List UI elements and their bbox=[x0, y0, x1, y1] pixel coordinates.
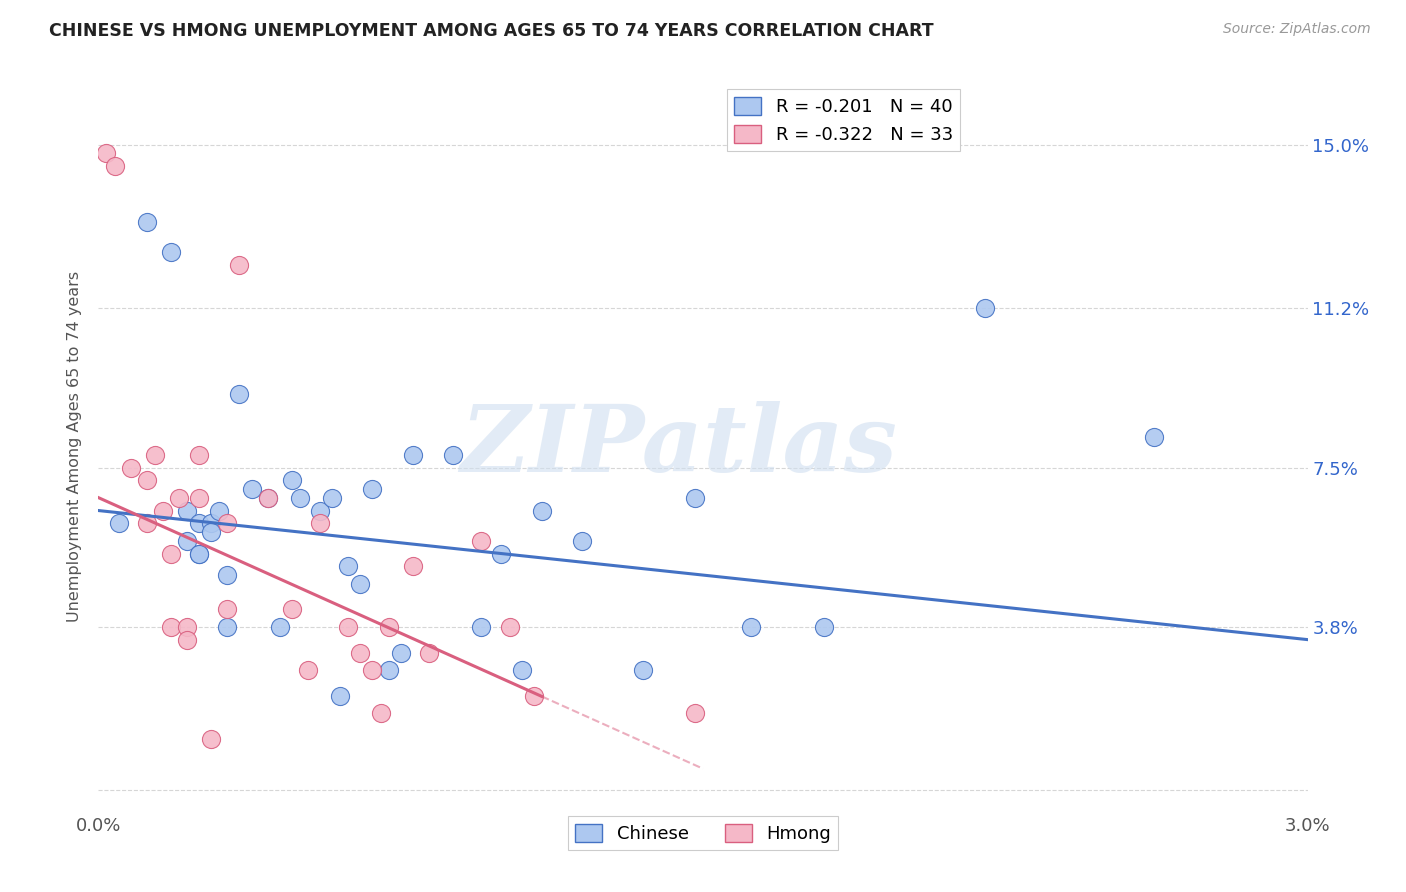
Chinese bbox=[329, 689, 352, 703]
Hmong bbox=[217, 516, 239, 531]
Chinese bbox=[631, 663, 654, 677]
Chinese bbox=[188, 547, 211, 561]
Y-axis label: Unemployment Among Ages 65 to 74 years: Unemployment Among Ages 65 to 74 years bbox=[67, 270, 83, 622]
Text: Source: ZipAtlas.com: Source: ZipAtlas.com bbox=[1223, 22, 1371, 37]
Chinese bbox=[740, 620, 762, 634]
Text: CHINESE VS HMONG UNEMPLOYMENT AMONG AGES 65 TO 74 YEARS CORRELATION CHART: CHINESE VS HMONG UNEMPLOYMENT AMONG AGES… bbox=[49, 22, 934, 40]
Hmong bbox=[297, 663, 319, 677]
Hmong bbox=[683, 706, 706, 720]
Chinese bbox=[217, 568, 239, 582]
Chinese bbox=[309, 503, 332, 517]
Chinese bbox=[256, 491, 278, 505]
Legend: Chinese, Hmong: Chinese, Hmong bbox=[568, 816, 838, 850]
Hmong bbox=[217, 602, 239, 616]
Chinese bbox=[288, 491, 311, 505]
Hmong bbox=[377, 620, 399, 634]
Chinese bbox=[510, 663, 533, 677]
Hmong bbox=[135, 474, 157, 488]
Hmong bbox=[120, 460, 142, 475]
Chinese bbox=[200, 524, 222, 539]
Chinese bbox=[974, 301, 997, 316]
Chinese bbox=[683, 491, 706, 505]
Hmong bbox=[281, 602, 304, 616]
Hmong bbox=[103, 159, 125, 173]
Hmong bbox=[188, 491, 211, 505]
Chinese bbox=[321, 491, 343, 505]
Hmong bbox=[96, 146, 118, 161]
Chinese bbox=[571, 533, 593, 548]
Hmong bbox=[402, 559, 425, 574]
Hmong bbox=[152, 503, 174, 517]
Chinese bbox=[208, 503, 231, 517]
Hmong bbox=[470, 533, 492, 548]
Chinese bbox=[188, 547, 211, 561]
Hmong bbox=[200, 731, 222, 746]
Hmong bbox=[176, 620, 198, 634]
Hmong bbox=[256, 491, 278, 505]
Chinese bbox=[107, 516, 129, 531]
Chinese bbox=[240, 482, 263, 496]
Chinese bbox=[441, 448, 464, 462]
Chinese bbox=[188, 516, 211, 531]
Chinese bbox=[176, 533, 198, 548]
Hmong bbox=[167, 491, 190, 505]
Text: ZIPatlas: ZIPatlas bbox=[460, 401, 897, 491]
Chinese bbox=[361, 482, 384, 496]
Chinese bbox=[281, 474, 304, 488]
Chinese bbox=[135, 215, 157, 229]
Chinese bbox=[349, 576, 371, 591]
Hmong bbox=[370, 706, 392, 720]
Chinese bbox=[176, 503, 198, 517]
Hmong bbox=[160, 547, 183, 561]
Chinese bbox=[402, 448, 425, 462]
Hmong bbox=[337, 620, 360, 634]
Hmong bbox=[160, 620, 183, 634]
Hmong bbox=[349, 646, 371, 660]
Chinese bbox=[200, 516, 222, 531]
Hmong bbox=[176, 632, 198, 647]
Hmong bbox=[418, 646, 440, 660]
Chinese bbox=[217, 620, 239, 634]
Chinese bbox=[470, 620, 492, 634]
Hmong bbox=[498, 620, 520, 634]
Hmong bbox=[228, 258, 250, 272]
Chinese bbox=[530, 503, 553, 517]
Chinese bbox=[1143, 430, 1166, 444]
Chinese bbox=[813, 620, 835, 634]
Chinese bbox=[228, 387, 250, 401]
Hmong bbox=[188, 448, 211, 462]
Chinese bbox=[389, 646, 412, 660]
Chinese bbox=[160, 245, 183, 260]
Hmong bbox=[361, 663, 384, 677]
Chinese bbox=[491, 547, 513, 561]
Hmong bbox=[523, 689, 546, 703]
Hmong bbox=[143, 448, 166, 462]
Chinese bbox=[337, 559, 360, 574]
Chinese bbox=[269, 620, 291, 634]
Chinese bbox=[377, 663, 399, 677]
Hmong bbox=[135, 516, 157, 531]
Hmong bbox=[309, 516, 332, 531]
